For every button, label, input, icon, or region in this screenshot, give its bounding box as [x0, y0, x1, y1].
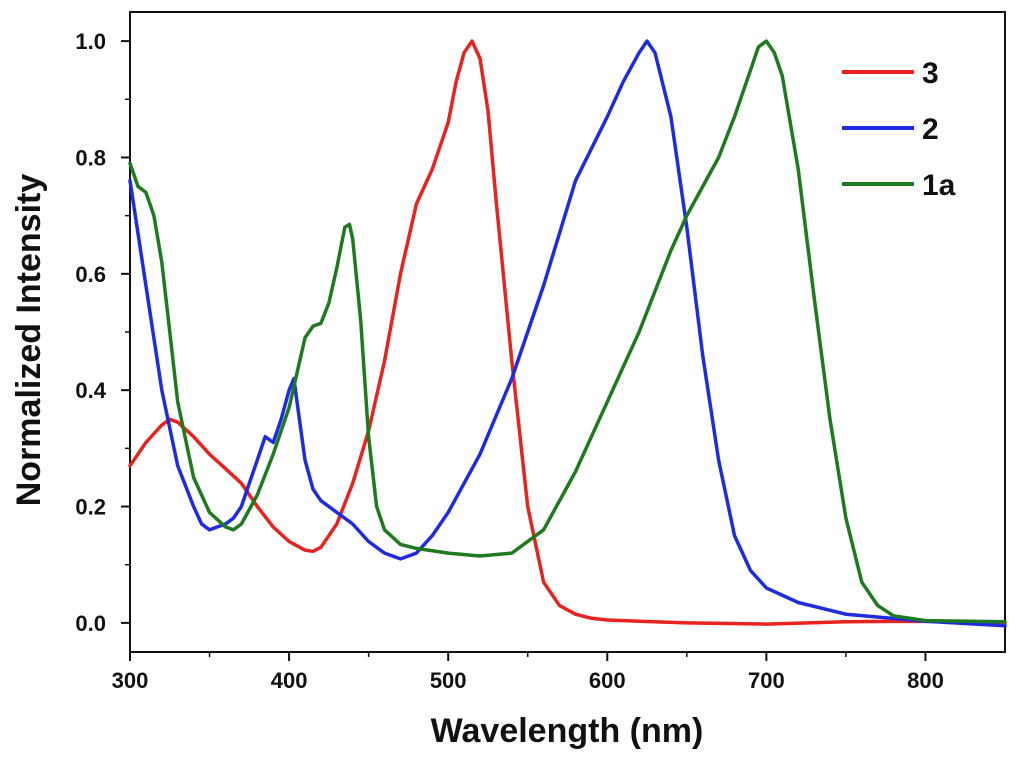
y-tick-label: 0.6 — [75, 262, 106, 287]
x-axis-title: Wavelength (nm) — [431, 712, 704, 750]
y-tick-label: 0.0 — [75, 611, 106, 636]
plot-frame — [129, 11, 1006, 653]
y-tick-label: 0.8 — [75, 145, 106, 170]
y-tick-label: 1.0 — [75, 29, 106, 54]
x-tick-label: 600 — [589, 668, 626, 693]
series-layer — [128, 39, 1007, 628]
x-tick-label: 400 — [271, 668, 308, 693]
y-tick-label: 0.2 — [75, 495, 106, 520]
series-line-1a — [128, 39, 1007, 624]
series-line-2 — [128, 39, 1007, 628]
x-tick-label: 500 — [430, 668, 467, 693]
series-line-3 — [128, 39, 1007, 626]
x-tick-label: 300 — [112, 668, 149, 693]
y-axis-title: Normalized Intensity — [10, 174, 48, 507]
legend-label-3: 3 — [922, 57, 939, 90]
legend-label-1a: 1a — [922, 169, 956, 202]
y-axis: 0.0 0.2 0.4 0.6 0.8 1.0 — [75, 29, 130, 636]
x-tick-label: 700 — [748, 668, 785, 693]
x-axis: 300 400 500 600 700 800 — [112, 652, 944, 693]
x-tick-label: 800 — [907, 668, 944, 693]
legend-label-2: 2 — [922, 113, 939, 146]
y-tick-label: 0.4 — [75, 378, 106, 403]
legend: 3 2 1a — [842, 57, 956, 202]
